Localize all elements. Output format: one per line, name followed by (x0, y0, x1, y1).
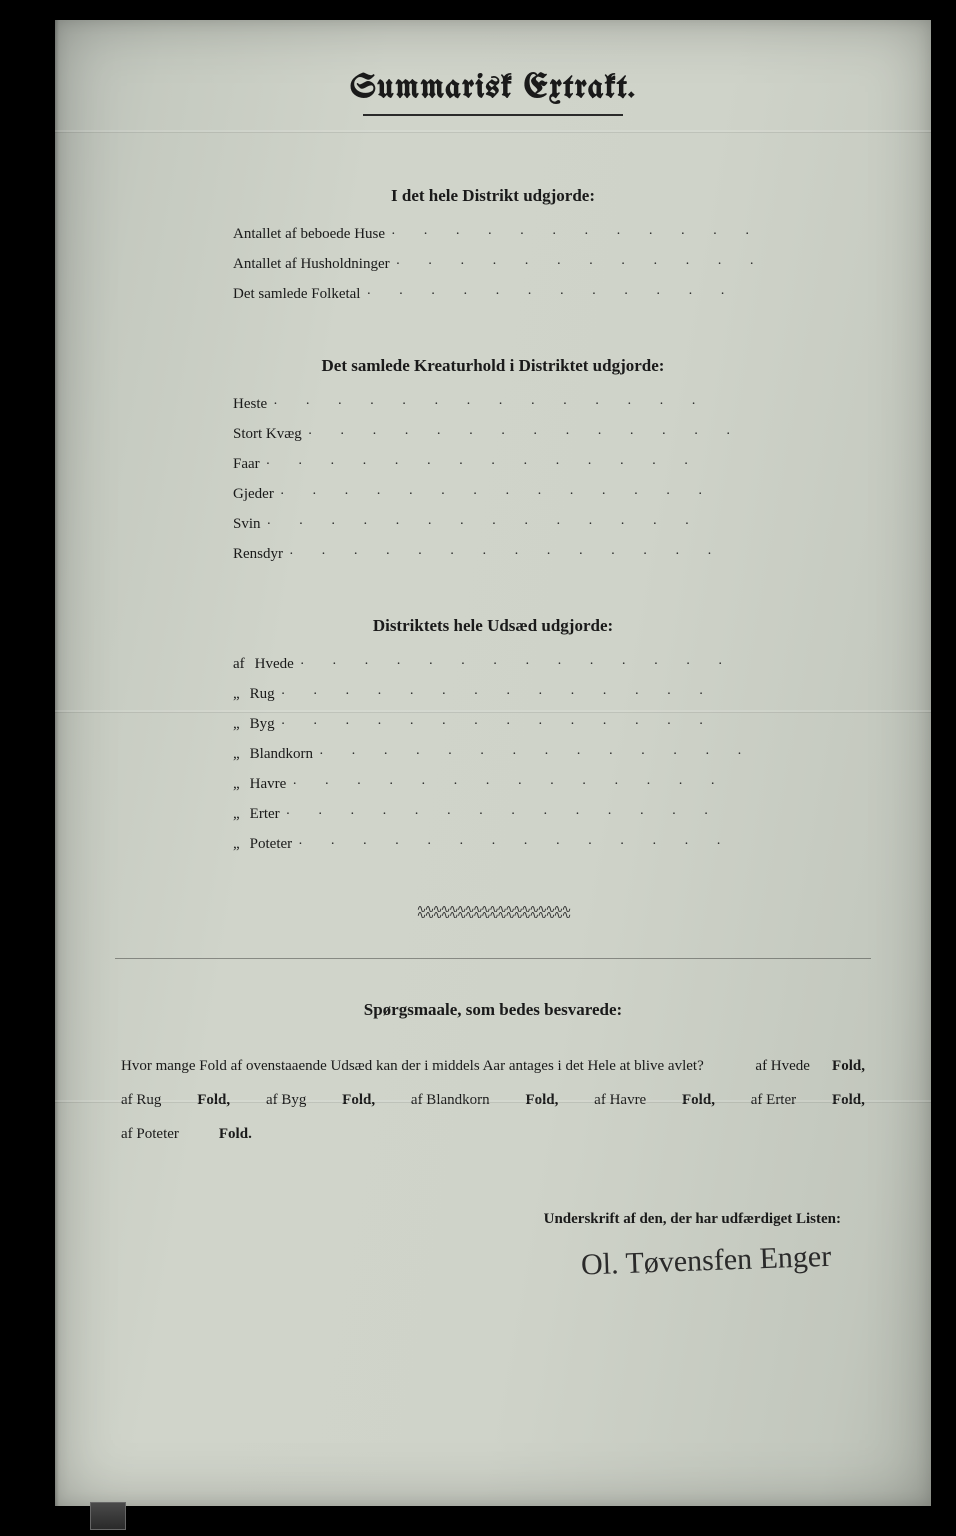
fold-word: Fold, (682, 1083, 715, 1117)
leader-dots (366, 287, 753, 303)
fold-word: Fold, (525, 1083, 558, 1117)
label-barley: Byg (250, 716, 281, 733)
row-rye: „ Rug (233, 686, 753, 716)
section-heading-livestock: Det samlede Kreaturhold i Distriktet udg… (115, 356, 871, 376)
row-barley: „ Byg (233, 716, 753, 746)
ditto-mark: „ (233, 776, 250, 793)
ditto-mark: „ (233, 686, 250, 703)
label-cattle: Stort Kvæg (233, 426, 308, 443)
leader-dots (281, 717, 753, 733)
q-bland: af Blandkorn (411, 1083, 490, 1117)
label-oats: Havre (250, 776, 293, 793)
leader-dots (281, 687, 753, 703)
questions-section: Spørgsmaale, som bedes besvarede: Hvor m… (115, 993, 871, 1151)
leader-dots (396, 257, 753, 273)
leader-dots (391, 227, 753, 243)
label-population: Det samlede Folketal (233, 286, 366, 303)
question-line-2: af Rug Fold, af Byg Fold, af Blandkorn F… (121, 1083, 865, 1117)
label-mixed-grain: Blandkorn (250, 746, 319, 763)
q-hvede: af Hvede (755, 1049, 810, 1083)
signature-block: Underskrift af den, der har udfærdiget L… (115, 1211, 871, 1278)
question-line-1: Hvor mange Fold af ovenstaaende Udsæd ka… (121, 1049, 865, 1083)
section-district-block: Antallet af beboede Huse Antallet af Hus… (233, 226, 753, 316)
label-houses: Antallet af beboede Huse (233, 226, 391, 243)
label-sheep: Faar (233, 456, 266, 473)
label-wheat: Hvede (255, 656, 300, 673)
label-potatoes: Poteter (250, 836, 299, 853)
row-goats: Gjeder (233, 486, 753, 516)
row-population: Det samlede Folketal (233, 286, 753, 316)
prefix-af: af (233, 656, 255, 673)
fold-word: Fold, (832, 1049, 865, 1083)
q-erter: af Erter (751, 1083, 796, 1117)
ditto-mark: „ (233, 716, 250, 733)
label-peas: Erter (250, 806, 286, 823)
questions-heading: Spørgsmaale, som bedes besvarede: (121, 993, 865, 1027)
label-rye: Rug (250, 686, 281, 703)
horizontal-rule (115, 958, 871, 959)
section-livestock-block: Heste Stort Kvæg Faar Gjeder Svin Rensdy… (233, 396, 753, 576)
row-houses: Antallet af beboede Huse (233, 226, 753, 256)
leader-dots (266, 457, 753, 473)
handwritten-signature: Ol. Tøvensfen Enger (580, 1239, 841, 1282)
row-sheep: Faar (233, 456, 753, 486)
title-underline (363, 114, 623, 116)
label-pigs: Svin (233, 516, 267, 533)
leader-dots (298, 837, 753, 853)
q-rug: af Rug (121, 1083, 161, 1117)
page-title: Summarisk Extrakt. (115, 70, 871, 106)
section-heading-seed: Distriktets hele Udsæd udgjorde: (115, 616, 871, 636)
leader-dots (319, 747, 753, 763)
section-seed-block: af Hvede „ Rug „ Byg „ Blandkorn „ H (233, 656, 753, 866)
ditto-mark: „ (233, 806, 250, 823)
row-reindeer: Rensdyr (233, 546, 753, 576)
wavy-divider: ∿∿∿∿∿∿∿∿∿∿∿∿∿∿∿∿∿∿∿ ∿∿∿∿∿∿∿∿∿∿∿∿∿∿∿∿∿∿∿ (408, 906, 578, 918)
row-pigs: Svin (233, 516, 753, 546)
q-havre: af Havre (594, 1083, 646, 1117)
scan-artifact-line (55, 130, 931, 132)
question-lead-text: Hvor mange Fold af ovenstaaende Udsæd ka… (121, 1049, 704, 1083)
fold-word-end: Fold. (219, 1117, 252, 1151)
row-mixed-grain: „ Blandkorn (233, 746, 753, 776)
section-heading-district: I det hele Distrikt udgjorde: (115, 186, 871, 206)
leader-dots (292, 777, 753, 793)
document-page: Summarisk Extrakt. I det hele Distrikt u… (55, 20, 931, 1506)
leader-dots (267, 517, 753, 533)
q-byg: af Byg (266, 1083, 306, 1117)
index-tab (90, 1502, 126, 1530)
leader-dots (308, 427, 753, 443)
signature-label: Underskrift af den, der har udfærdiget L… (115, 1211, 841, 1228)
ditto-mark: „ (233, 836, 250, 853)
row-horses: Heste (233, 396, 753, 426)
leader-dots (286, 807, 753, 823)
label-goats: Gjeder (233, 486, 280, 503)
label-horses: Heste (233, 396, 273, 413)
question-line-3: af Poteter Fold. (121, 1117, 865, 1151)
leader-dots (280, 487, 753, 503)
row-peas: „ Erter (233, 806, 753, 836)
ditto-mark: „ (233, 746, 250, 763)
scan-frame: Summarisk Extrakt. I det hele Distrikt u… (0, 0, 956, 1536)
row-cattle: Stort Kvæg (233, 426, 753, 456)
fold-word: Fold, (832, 1083, 865, 1117)
label-reindeer: Rensdyr (233, 546, 289, 563)
leader-dots (300, 657, 753, 673)
q-poteter: af Poteter (121, 1117, 179, 1151)
leader-dots (289, 547, 753, 563)
leader-dots (273, 397, 753, 413)
label-households: Antallet af Husholdninger (233, 256, 396, 273)
fold-word: Fold, (197, 1083, 230, 1117)
row-potatoes: „ Poteter (233, 836, 753, 866)
row-households: Antallet af Husholdninger (233, 256, 753, 286)
fold-word: Fold, (342, 1083, 375, 1117)
row-oats: „ Havre (233, 776, 753, 806)
row-wheat: af Hvede (233, 656, 753, 686)
